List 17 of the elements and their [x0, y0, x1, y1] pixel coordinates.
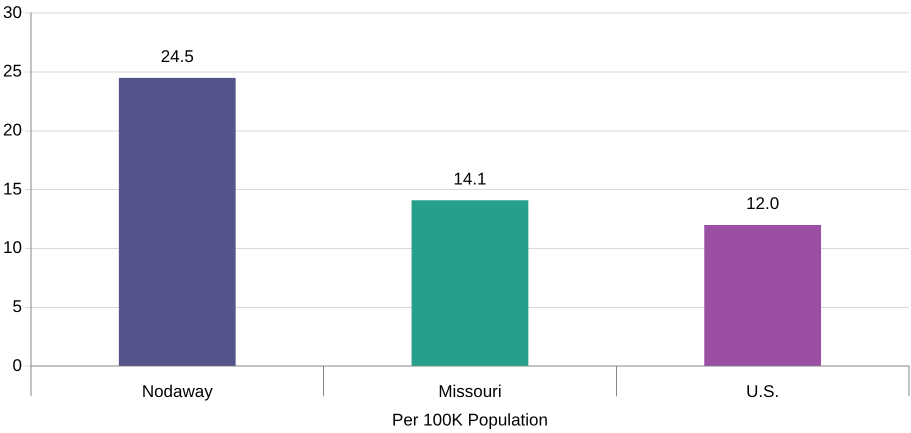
y-tick-label: 20 [2, 120, 22, 140]
y-tick-label: 5 [12, 297, 22, 316]
x-tick-label: Nodaway [142, 382, 214, 402]
data-label: 14.1 [453, 169, 486, 188]
y-tick-label: 30 [2, 2, 22, 22]
x-tick-label: U.S. [746, 382, 780, 402]
bar [704, 225, 822, 366]
y-tick-label: 15 [2, 179, 22, 198]
x-tick-label: Missouri [438, 382, 502, 402]
y-tick-label: 25 [2, 62, 22, 81]
y-tick-label: 0 [12, 356, 22, 375]
bar [118, 78, 236, 366]
data-label: 12.0 [746, 194, 780, 214]
bar [412, 200, 528, 366]
data-label: 24.5 [160, 47, 194, 66]
y-tick-label: 10 [2, 238, 22, 258]
x-axis-title: Per 100K Population [392, 410, 548, 430]
